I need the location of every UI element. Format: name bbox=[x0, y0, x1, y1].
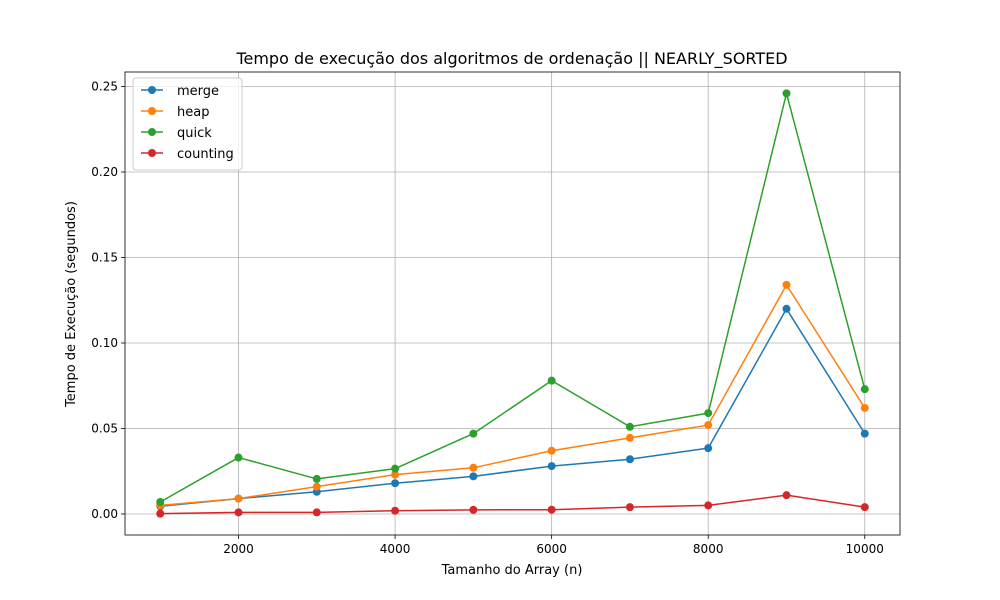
y-tick-label: 0.00 bbox=[91, 507, 118, 521]
data-point-counting bbox=[704, 501, 713, 510]
x-tick-label: 10000 bbox=[846, 542, 884, 556]
y-axis-label: Tempo de Execução (segundos) bbox=[64, 201, 79, 408]
plot-frame bbox=[124, 71, 901, 536]
data-point-quick bbox=[547, 376, 556, 385]
x-tick-label: 2000 bbox=[223, 542, 254, 556]
series-line-quick bbox=[159, 92, 866, 503]
data-point-heap bbox=[391, 470, 400, 479]
data-point-counting bbox=[156, 509, 165, 518]
data-point-quick bbox=[391, 464, 400, 473]
series-line-merge bbox=[160, 308, 866, 508]
data-point-heap bbox=[469, 463, 478, 472]
data-point-quick bbox=[782, 89, 791, 98]
data-point-quick bbox=[625, 422, 634, 431]
data-point-heap bbox=[782, 280, 791, 289]
x-tick-label: 8000 bbox=[693, 542, 724, 556]
data-point-merge bbox=[625, 455, 634, 464]
data-point-quick bbox=[234, 453, 243, 462]
series-counting bbox=[156, 491, 869, 518]
data-point-merge bbox=[704, 444, 713, 453]
data-point-quick bbox=[156, 498, 165, 507]
data-point-counting bbox=[469, 505, 478, 514]
data-point-merge bbox=[782, 304, 791, 313]
data-point-quick bbox=[469, 429, 478, 438]
axes: 2000 4000 6000 8000 10000 0.00 0.05 0.10 0.15 0.2… bbox=[91, 71, 901, 556]
legend-label-counting: counting bbox=[177, 147, 234, 162]
y-tick-label: 0.05 bbox=[91, 421, 118, 435]
chart-title: Tempo de execução dos algoritmos de orde… bbox=[235, 49, 787, 69]
series-line-heap bbox=[160, 284, 866, 507]
y-tick-label: 0.20 bbox=[91, 165, 118, 179]
data-point-merge bbox=[469, 472, 478, 481]
data-point-counting bbox=[547, 505, 556, 514]
y-tick-label: 0.15 bbox=[91, 251, 118, 265]
legend-label-merge: merge bbox=[177, 84, 219, 99]
data-point-heap bbox=[625, 433, 634, 442]
series-lines bbox=[156, 89, 869, 518]
data-point-counting bbox=[312, 508, 321, 517]
data-point-heap bbox=[234, 494, 243, 503]
legend-marker-quick bbox=[148, 128, 156, 136]
data-point-merge bbox=[860, 429, 869, 438]
grid bbox=[125, 72, 900, 535]
data-point-merge bbox=[547, 462, 556, 471]
y-tick-label: 0.10 bbox=[91, 336, 118, 350]
data-point-counting bbox=[782, 491, 791, 500]
data-point-heap bbox=[547, 446, 556, 455]
data-point-counting bbox=[860, 503, 869, 512]
legend-label-quick: quick bbox=[177, 126, 212, 141]
legend-label-heap: heap bbox=[177, 105, 209, 120]
legend-marker-heap bbox=[148, 107, 156, 115]
legend-box bbox=[132, 77, 243, 171]
data-point-quick bbox=[704, 409, 713, 418]
data-point-merge bbox=[391, 479, 400, 488]
x-tick-label: 6000 bbox=[536, 542, 567, 556]
data-point-counting bbox=[391, 506, 400, 515]
data-point-counting bbox=[234, 508, 243, 517]
y-tick-label: 0.25 bbox=[91, 80, 118, 94]
data-point-quick bbox=[860, 385, 869, 394]
legend-marker-merge bbox=[148, 86, 156, 94]
data-point-quick bbox=[312, 474, 321, 483]
series-quick bbox=[156, 89, 869, 507]
data-point-heap bbox=[312, 482, 321, 491]
series-line-counting bbox=[160, 494, 865, 515]
legend-marker-counting bbox=[148, 149, 156, 157]
data-point-counting bbox=[625, 503, 634, 512]
legend: merge heap quick counting bbox=[132, 77, 243, 171]
x-axis-label: Tamanho do Array (n) bbox=[441, 563, 583, 578]
data-point-heap bbox=[860, 403, 869, 412]
x-tick-label: 4000 bbox=[380, 542, 411, 556]
data-point-heap bbox=[704, 421, 713, 430]
